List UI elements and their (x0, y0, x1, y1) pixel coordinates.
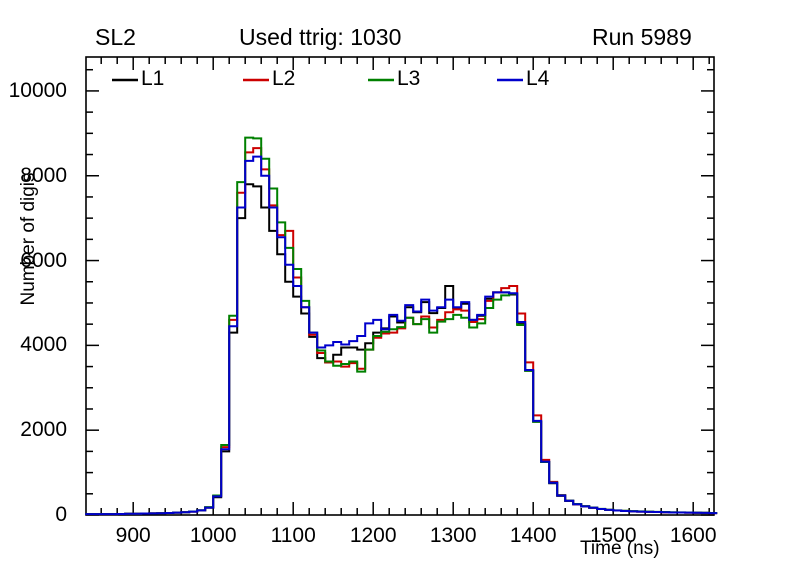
header-ttrig: Used ttrig: 1030 (239, 24, 402, 50)
y-tick-label: 10000 (8, 78, 67, 102)
data-series-group (85, 136, 718, 516)
y-tick-label: 0 (55, 503, 67, 526)
x-axis-title: Time (ns) (580, 538, 660, 559)
x-tick-label: 1600 (669, 524, 717, 547)
legend-label-l3: L3 (397, 67, 421, 90)
series-line-l2 (85, 147, 718, 516)
legend-label-l4: L4 (526, 67, 550, 90)
header-run: Run 5989 (592, 24, 692, 50)
legend-label-l2: L2 (272, 67, 296, 90)
x-tick-label: 1200 (349, 524, 397, 547)
x-tick-label: 1400 (509, 524, 557, 547)
series-line-l3 (85, 136, 718, 516)
x-tick-label: 1000 (189, 524, 237, 547)
axis-frame (85, 56, 715, 516)
y-tick-label: 8000 (20, 163, 67, 187)
y-tick-label: 4000 (20, 333, 67, 357)
series-line-l4 (85, 155, 718, 516)
x-tick-label: 1300 (429, 524, 477, 547)
header-superlayer: SL2 (95, 24, 136, 50)
axis-ticks (86, 57, 714, 516)
x-tick-label: 1100 (270, 524, 316, 547)
y-tick-label: 2000 (20, 418, 67, 442)
plot-frame (85, 56, 715, 516)
x-tick-label: 1500 (589, 524, 637, 547)
y-tick-label: 6000 (20, 248, 67, 272)
series-line-l1 (85, 183, 718, 516)
x-tick-label: 900 (115, 524, 151, 547)
legend-label-l1: L1 (141, 67, 165, 90)
